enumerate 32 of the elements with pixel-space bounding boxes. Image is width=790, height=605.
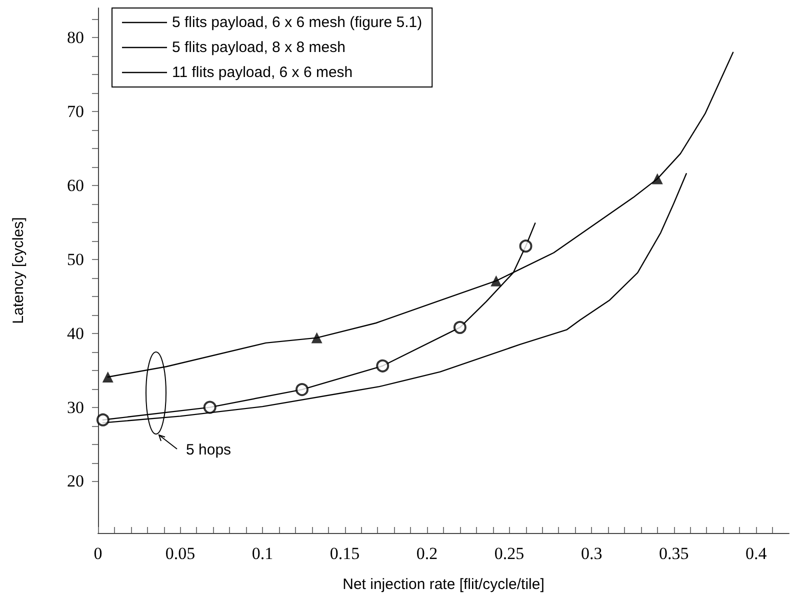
y-tick-label: 80 bbox=[67, 28, 84, 48]
x-tick-label: 0.25 bbox=[494, 544, 524, 563]
x-tick-label: 0 bbox=[94, 544, 102, 563]
point bbox=[311, 332, 322, 344]
y-tick-label: 20 bbox=[67, 472, 84, 491]
y-tick-label: 40 bbox=[67, 324, 84, 343]
y-axis-title: Latency [cycles] bbox=[10, 217, 27, 324]
y-tick-label: 30 bbox=[67, 398, 84, 417]
point bbox=[96, 413, 110, 426]
x-tick-label: 0.05 bbox=[165, 544, 196, 563]
y-tick-label: 50 bbox=[67, 250, 84, 269]
point bbox=[519, 240, 532, 253]
point bbox=[102, 371, 114, 382]
point bbox=[490, 275, 502, 286]
y-tick-label: 70 bbox=[67, 102, 84, 122]
point bbox=[652, 173, 663, 184]
x-tick-label: 0.2 bbox=[416, 544, 438, 563]
point bbox=[296, 383, 309, 396]
x-axis-title: Net injection rate [flit/cycle/tile] bbox=[342, 576, 544, 593]
legend-label: 5 flits payload, 6 x 6 mesh (figure 5.1) bbox=[172, 14, 422, 31]
x-tick-label: 0.4 bbox=[745, 544, 768, 563]
x-tick-label: 0.3 bbox=[580, 544, 602, 563]
point bbox=[203, 400, 216, 414]
x-tick-label: 0.35 bbox=[658, 544, 689, 563]
legend-label: 11 flits payload, 6 x 6 mesh bbox=[172, 64, 353, 81]
point bbox=[453, 320, 466, 334]
x-tick-label: 0.15 bbox=[330, 544, 360, 563]
y-tick-label: 60 bbox=[67, 176, 84, 195]
annotation: 5 hops bbox=[186, 442, 232, 458]
point bbox=[376, 359, 390, 372]
x-tick-label: 0.1 bbox=[252, 544, 274, 563]
legend-label: 5 flits payload, 8 x 8 mesh bbox=[172, 39, 346, 56]
